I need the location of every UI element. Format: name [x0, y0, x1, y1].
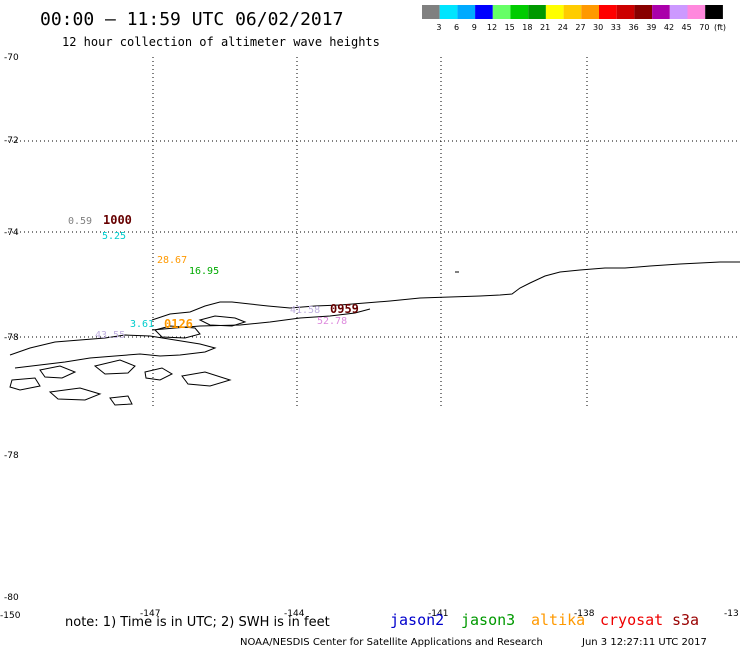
lon-label: -147 [140, 609, 160, 619]
map-subtitle: 12 hour collection of altimeter wave hei… [62, 35, 380, 49]
colorbar-swatch [687, 5, 706, 19]
lat-label: -78 [4, 451, 19, 461]
island-d [93, 359, 136, 375]
colorbar-swatch [492, 5, 511, 19]
wave-height-label: 0.59 [68, 216, 92, 227]
colorbar-tick-label: 24 [558, 23, 568, 32]
colorbar-tick-label: 21 [540, 23, 550, 32]
lat-label: -74 [4, 228, 19, 238]
mission-legend: jason2 jason3 altika cryosat s3a [390, 611, 699, 629]
colorbar-swatch [652, 5, 670, 19]
colorbar-swatch [599, 5, 617, 19]
colorbar-tick-label: 70 [699, 23, 709, 32]
wave-height-label: 5.25 [102, 231, 126, 242]
colorbar-tick-label: 42 [664, 23, 674, 32]
ice-shelf-edge [151, 261, 740, 321]
lat-label: -80 [4, 593, 19, 603]
lon-label: -13 [724, 609, 739, 619]
colorbar-tick-label: 15 [505, 23, 515, 32]
island-i [109, 395, 133, 406]
footer-note: note: 1) Time is in UTC; 2) SWH is in fe… [65, 615, 330, 630]
colorbar-swatch [634, 5, 653, 19]
colorbar-tick-label: 9 [472, 23, 477, 32]
time-label: 0126 [164, 317, 193, 331]
colorbar-swatch [669, 5, 688, 19]
colorbar-tick-label: 45 [682, 23, 692, 32]
colorbar-tick-label: 3 [436, 23, 441, 32]
time-label: 1000 [103, 213, 132, 227]
colorbar-swatch [528, 5, 546, 19]
colorbar-swatch [705, 5, 723, 19]
island-g [9, 377, 41, 391]
lon-label: -141 [428, 609, 448, 619]
island-h [48, 387, 102, 401]
coastline [9, 261, 740, 406]
lat-label: -72 [4, 136, 19, 146]
colorbar-swatch [581, 5, 599, 19]
mission-jason2: jason2 [390, 611, 444, 629]
wave-height-label: 41.58 [290, 305, 320, 316]
lon-label: -144 [284, 609, 305, 619]
colorbar-tick-label: 12 [487, 23, 497, 32]
lat-label: -70 [4, 53, 19, 63]
wave-height-label: 16.95 [189, 266, 219, 277]
mission-altika: altika [531, 611, 585, 629]
graticule [8, 57, 740, 408]
colorbar-tick-label: 18 [522, 23, 532, 32]
colorbar-swatch [616, 5, 635, 19]
colorbar-tick-label: 39 [646, 23, 656, 32]
colorbar-swatch [457, 5, 476, 19]
colorbar-swatch [510, 5, 529, 19]
wave-height-label: 28.67 [157, 255, 187, 266]
colorbar-swatch [439, 5, 458, 19]
lon-label: -138 [574, 609, 595, 619]
colorbar-tick-label: 6 [454, 23, 459, 32]
wave-height-label: 43.55 [95, 330, 125, 341]
wave-height-label: 3.61 [130, 319, 154, 330]
colorbar-swatch [422, 5, 440, 19]
colorbar-swatch [545, 5, 564, 19]
footer-credit: NOAA/NESDIS Center for Satellite Applica… [240, 637, 543, 648]
coast-west [9, 334, 217, 369]
island-a [198, 315, 247, 327]
mission-cryosat: cryosat [600, 611, 663, 629]
wave-height-label: 52.78 [317, 316, 347, 327]
colorbar-swatch [563, 5, 582, 19]
time-label: 0959 [330, 302, 359, 316]
island-f [181, 371, 232, 387]
map-title: 00:00 – 11:59 UTC 06/02/2017 [40, 9, 343, 30]
island-b [154, 325, 201, 339]
island-e [144, 367, 174, 381]
mission-jason3: jason3 [461, 611, 515, 629]
colorbar: 3 6 9 12 15 18 21 24 27 30 33 36 39 42 45 70 (ft) [422, 5, 726, 32]
latitude-labels: -70 -72 -74 -78 -78 -80 [4, 53, 19, 603]
altimeter-observations: 0.59 1000 5.25 28.67 16.95 0959 41.58 52… [68, 213, 359, 341]
longitude-labels: -150 -147 -144 -141 -138 -13 [0, 609, 739, 621]
lat-label: -78 [4, 333, 19, 343]
colorbar-tick-label: 33 [611, 23, 621, 32]
colorbar-unit-label: (ft) [714, 23, 726, 32]
mission-s3a: s3a [672, 611, 699, 629]
lon-label: -150 [0, 611, 21, 621]
colorbar-tick-label: 30 [593, 23, 603, 32]
colorbar-tick-label: 36 [629, 23, 639, 32]
footer-timestamp: Jun 3 12:27:11 UTC 2017 [581, 637, 707, 648]
colorbar-tick-label: 27 [575, 23, 585, 32]
island-c [39, 365, 77, 379]
colorbar-swatch [475, 5, 493, 19]
